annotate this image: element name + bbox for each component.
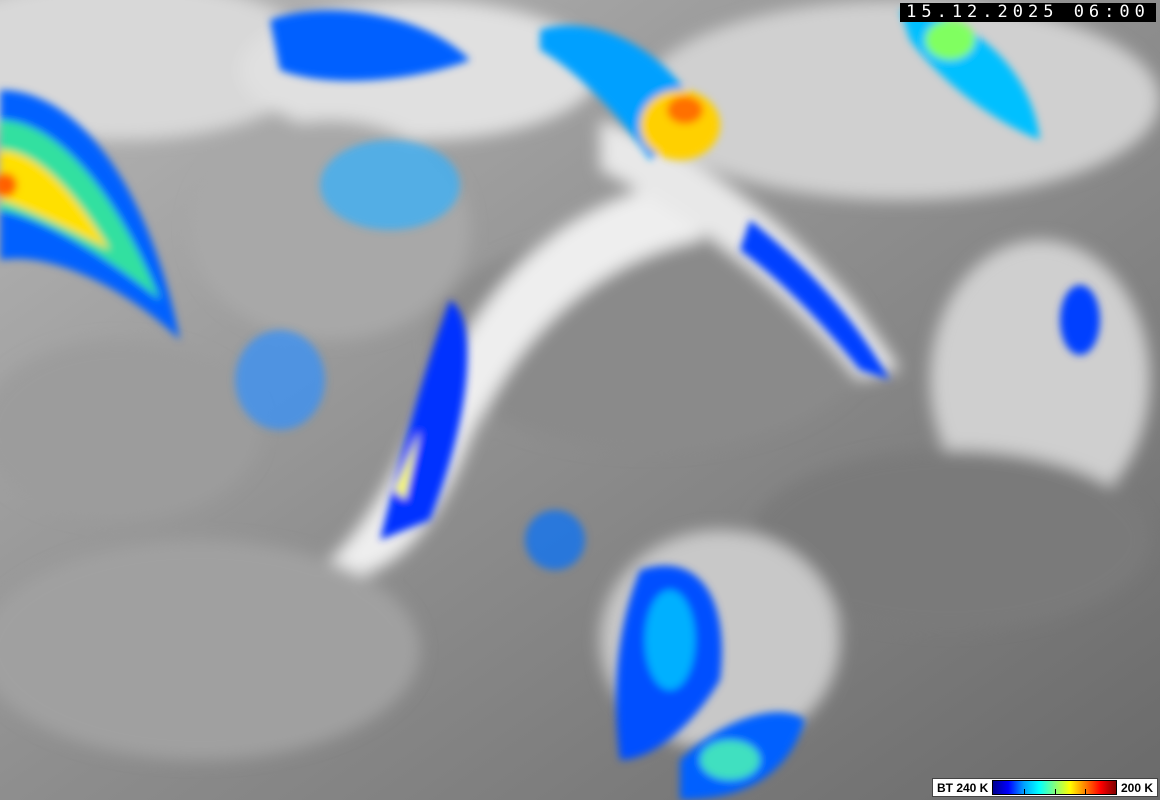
colorbar-tick [1054,789,1056,794]
colorbar [992,780,1117,795]
timestamp-label: 15.12.2025 06:00 [900,3,1156,22]
cold-cloud-tops [0,10,1100,800]
colorbar-tick [1024,789,1025,794]
colorbar-min-label: BT 240 K [937,780,989,795]
colorbar-tick [1085,789,1087,794]
colorbar-max-label: 200 K [1120,780,1153,795]
colorbar-legend: BT 240 K 200 K [932,778,1158,797]
